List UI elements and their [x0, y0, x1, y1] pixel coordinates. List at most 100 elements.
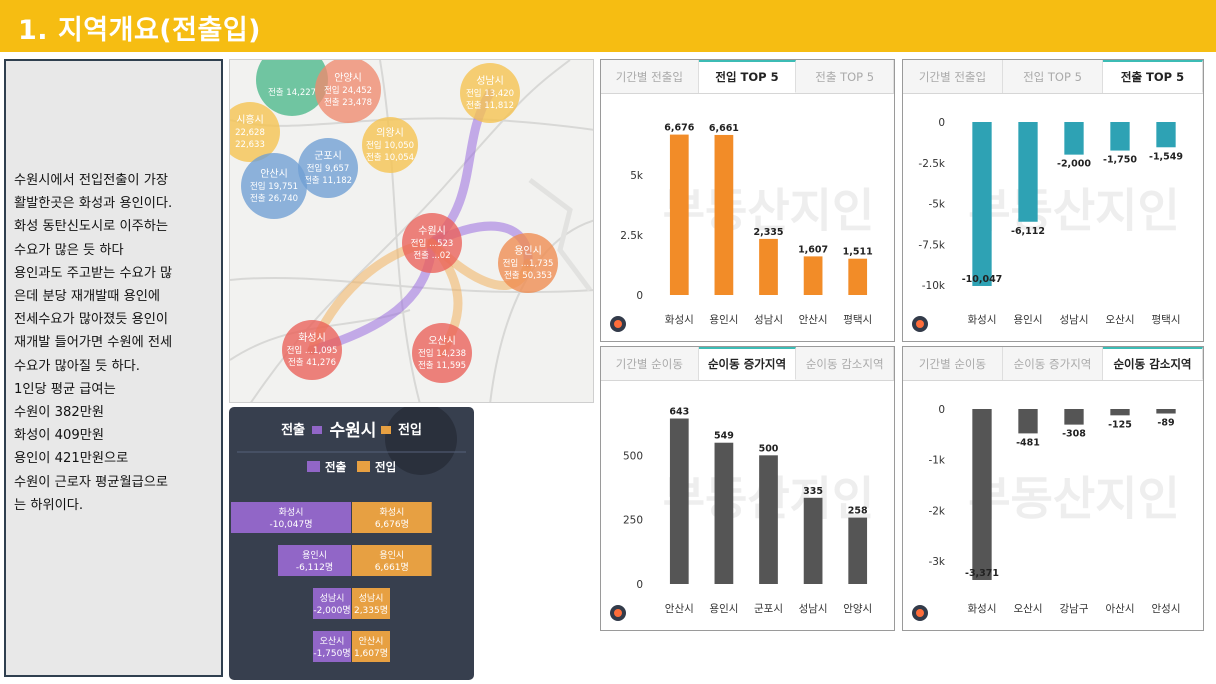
x-category-label: 용인시 [709, 603, 738, 615]
x-category-label: 안산시 [799, 314, 828, 326]
brand-logo-icon [610, 316, 626, 332]
bar[interactable] [1110, 122, 1130, 151]
description-line: 수원이 382만원 [14, 405, 105, 421]
map-bubble-out-value: 전출 23,478 [324, 97, 372, 108]
bar-value-label: 6,661 [709, 123, 739, 134]
flow-out-value: -6,112명 [296, 562, 333, 573]
x-category-label: 오산시 [1014, 603, 1043, 615]
map-bubble-out-value: 전출 26,740 [250, 193, 298, 204]
map-bubble-circle [402, 213, 462, 273]
legend-out-label: 전출 [325, 460, 347, 474]
map-bubble-name: 오산시 [428, 335, 456, 347]
map-bubble-out-value: 전출 41,276 [288, 357, 336, 368]
flow-bar-out [313, 631, 351, 662]
map-bubble-name: 안산시 [260, 168, 288, 180]
bar-value-label: -89 [1157, 418, 1174, 429]
chart-tab[interactable]: 전출 TOP 5 [796, 60, 895, 93]
flow-title-in-swatch [381, 426, 391, 434]
bar[interactable] [759, 455, 778, 584]
chart-tab[interactable]: 전출 TOP 5 [1103, 60, 1203, 93]
x-category-label: 안성시 [1152, 603, 1181, 615]
flow-bar-in [352, 588, 390, 619]
chart-tab[interactable]: 순이동 증가지역 [1003, 347, 1103, 380]
migration-map[interactable]: 전출 14,227 안양시 전입 24,452 전출 23,478 성남시 전입 13,4… [229, 59, 594, 403]
chart-tabs: 기간별 순이동 순이동 증가지역 순이동 감소지역 [601, 347, 895, 381]
map-bubble[interactable]: 전출 14,227 [256, 60, 328, 116]
y-tick-label: 500 [623, 450, 643, 462]
x-category-label: 안양시 [843, 603, 872, 615]
bar[interactable] [1018, 122, 1038, 222]
map-bubble-in-value: 전입 ...1,095 [287, 345, 338, 356]
bar[interactable] [803, 497, 823, 584]
flow-out-value: -10,047명 [269, 519, 312, 530]
bar[interactable] [1064, 122, 1084, 155]
flow-in-value: 2,335명 [354, 605, 388, 616]
flow-in-value: 6,661명 [375, 562, 409, 573]
bar[interactable] [848, 258, 868, 295]
bar[interactable] [1064, 409, 1084, 425]
chart-tab[interactable]: 기간별 순이동 [903, 347, 1003, 380]
bar[interactable] [1156, 122, 1176, 148]
bar-value-label: 500 [759, 443, 779, 454]
flow-bar-out [277, 545, 351, 576]
chart-tab[interactable]: 전입 TOP 5 [1003, 60, 1103, 93]
watermark-logo: 부동산지인 [663, 184, 875, 238]
chart-tab[interactable]: 기간별 순이동 [601, 347, 699, 380]
chart-tab[interactable]: 순이동 감소지역 [1103, 347, 1203, 380]
bar[interactable] [1110, 409, 1130, 416]
chart-tabs: 기간별 전출입 전입 TOP 5 전출 TOP 5 [601, 60, 895, 94]
description-line: 재개발 들어가면 수원에 전세 [14, 335, 173, 351]
x-category-label: 아산시 [1106, 603, 1135, 615]
flow-bar-out [313, 588, 351, 619]
bar[interactable] [803, 256, 823, 295]
bar-chart: 부동산지인 0 -1k -2k -3k -3,371 화성시 -481 오산시 -308 강남구 -1… [928, 404, 1181, 615]
bar-value-label: 2,335 [753, 227, 783, 238]
bar[interactable] [714, 134, 734, 295]
bar[interactable] [972, 122, 992, 286]
y-tick-label: -1k [928, 455, 945, 467]
chart-tab[interactable]: 기간별 전출입 [601, 60, 699, 93]
x-category-label: 용인시 [709, 314, 738, 326]
bar[interactable] [972, 409, 992, 580]
y-tick-label: 0 [938, 404, 945, 416]
bar[interactable] [669, 134, 689, 295]
bar[interactable] [1018, 409, 1038, 434]
legend-in-swatch [357, 461, 370, 472]
bar[interactable] [1156, 409, 1176, 414]
y-tick-label: -10k [922, 280, 946, 292]
map-bubble-out-value: 전출 50,353 [504, 270, 552, 281]
bar[interactable] [848, 517, 868, 584]
y-tick-label: 250 [623, 515, 643, 527]
description-box: 수원시에서 전입전출이 가장 활발한곳은 화성과 용인이다. 화성 동탄신도시로 이… [4, 59, 223, 677]
flow-out-city: 성남시 [320, 593, 345, 604]
y-tick-label: -2k [928, 505, 945, 517]
x-category-label: 평택시 [1152, 314, 1181, 326]
bar[interactable] [669, 418, 689, 584]
y-tick-label: -7.5k [918, 239, 945, 251]
description-line: 용인과도 주고받는 수요가 많 [14, 265, 173, 281]
chart-tab[interactable]: 순이동 감소지역 [796, 347, 895, 380]
map-bubble-circle [460, 63, 520, 123]
x-category-label: 화성시 [968, 603, 997, 615]
map-bubble[interactable]: 시흥시 22,628 22,633 [230, 102, 280, 162]
bar[interactable] [714, 442, 734, 584]
description-line: 용인이 421만원으로 [14, 451, 129, 467]
chart-tab[interactable]: 전입 TOP 5 [698, 60, 797, 93]
flow-in-value: 6,676명 [375, 519, 409, 530]
chart-tab[interactable]: 기간별 전출입 [903, 60, 1003, 93]
chart-tab[interactable]: 순이동 증가지역 [698, 347, 797, 380]
bar[interactable] [759, 238, 778, 295]
map-bubble-circle [412, 323, 472, 383]
